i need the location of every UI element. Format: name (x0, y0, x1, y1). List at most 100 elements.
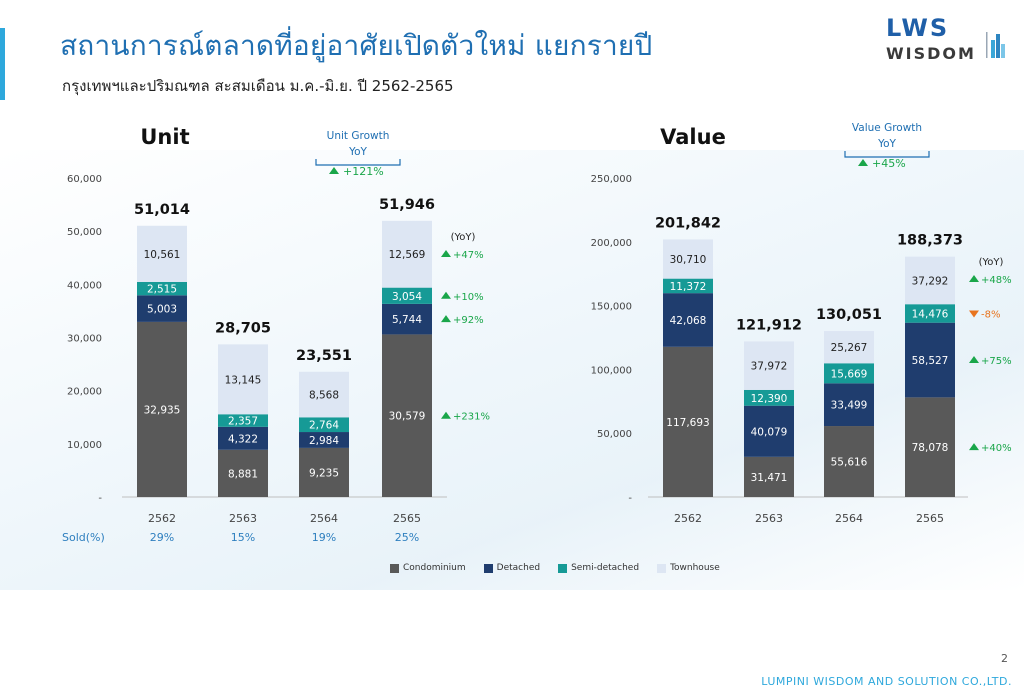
chart-unit-bar-townhouse-2565 (382, 220, 432, 288)
chart-value-bar-semi-detached-2563 (744, 389, 794, 406)
legend-label-condominium: Condominium (403, 563, 466, 573)
page-title: สถานการณ์ตลาดที่อยู่อาศัยเปิดตัวใหม่ แยก… (60, 29, 653, 62)
footer-company-name: LUMPINI WISDOM AND SOLUTION CO.,LTD. (761, 675, 1012, 688)
chart-unit-x-tick: 2562 (148, 512, 176, 525)
chart-unit-total-label: 23,551 (296, 348, 352, 364)
chart-unit-growth-arrow-icon (329, 167, 339, 174)
chart-value-yoy-arrow-icon (969, 356, 979, 364)
chart-value-yoy-arrow-icon (969, 310, 979, 318)
chart-value-growth-arrow-icon (858, 159, 868, 166)
chart-unit-x-tick: 2565 (393, 512, 421, 525)
chart-unit-data-label: 2,984 (309, 435, 339, 447)
chart-value-bar-detached-2562 (663, 293, 713, 347)
chart-value-growth-bracket (844, 151, 930, 158)
chart-value-y-tick: 50,000 (597, 429, 632, 440)
chart-value-data-label: 14,476 (912, 308, 949, 320)
chart-unit-yoy-arrow-icon (441, 291, 451, 299)
chart-unit-bar-detached-2565 (382, 303, 432, 335)
chart-value-yoy-arrow-icon (969, 443, 979, 451)
chart-unit-sold-label: Sold(%) (62, 531, 105, 544)
chart-value-data-label: 25,267 (831, 342, 868, 354)
page-subtitle: กรุงเทพฯและปริมณฑล สะสมเดือน ม.ค.-มิ.ย. … (62, 77, 454, 95)
chart-unit-data-label: 3,054 (392, 291, 422, 303)
chart-value-bar-semi-detached-2562 (663, 278, 713, 294)
chart-value-total-label: 188,373 (897, 233, 963, 249)
legend-item-semi-detached: Semi-detached (558, 563, 639, 573)
chart-unit-y-tick: 60,000 (67, 174, 102, 185)
chart-value-data-label: 58,527 (912, 355, 949, 367)
chart-value-y-tick: 200,000 (591, 238, 632, 249)
chart-unit-yoy-arrow-icon (441, 250, 451, 257)
chart-value-bar-townhouse-2563 (744, 341, 794, 390)
chart-value-data-label: 37,972 (751, 361, 788, 373)
chart-value-bar-detached-2564 (824, 383, 874, 427)
chart-unit-data-label: 12,569 (389, 249, 426, 261)
chart-value-bar-condominium-2562 (663, 346, 713, 497)
chart-value-yoy-value-townhouse: +48% (981, 275, 1012, 286)
chart-value-data-label: 30,710 (670, 254, 707, 266)
legend-swatch-semi-detached (558, 563, 568, 573)
chart-value-x-tick: 2565 (916, 512, 944, 525)
chart-value-title: Value (660, 125, 726, 149)
chart-value-x-tick: 2563 (755, 512, 783, 525)
chart-value-bar-townhouse-2564 (824, 331, 874, 364)
chart-unit-yoy-arrow-icon (441, 315, 451, 323)
chart-unit-title: Unit (140, 125, 189, 149)
chart-unit-total-label: 28,705 (215, 320, 271, 336)
chart-unit-total-label: 51,946 (379, 197, 435, 213)
building-icon (986, 32, 1005, 58)
chart-value-yoy-value-condominium: +40% (981, 443, 1012, 454)
chart-unit-yoy-value-detached: +92% (453, 315, 484, 326)
chart-unit-sold-value: 19% (312, 531, 336, 544)
logo-main-text: LWS (886, 14, 950, 42)
chart-unit-y-tick: - (98, 493, 102, 504)
chart-unit-bar-townhouse-2562 (137, 225, 187, 282)
chart-value-bar-condominium-2564 (824, 426, 874, 497)
chart-unit-bar-condominium-2565 (382, 334, 432, 497)
chart-unit-sold-value: 29% (150, 531, 174, 544)
chart-unit-y-tick: 20,000 (67, 387, 102, 398)
chart-value-bar-townhouse-2565 (905, 256, 955, 305)
chart-value-data-label: 55,616 (831, 457, 868, 469)
chart-value-bar-condominium-2563 (744, 456, 794, 497)
chart-unit-x-tick: 2564 (310, 512, 338, 525)
chart-unit-sold-value: 25% (395, 531, 419, 544)
chart-unit-y-tick: 10,000 (67, 440, 102, 451)
chart-value-bar-semi-detached-2564 (824, 363, 874, 384)
chart-value-bar-condominium-2565 (905, 397, 955, 497)
chart-unit-bar-condominium-2564 (299, 447, 349, 497)
company-logo: LWS WISDOM (886, 14, 1006, 70)
chart-unit-growth-value: +121% (343, 165, 384, 178)
legend-swatch-condominium (390, 563, 399, 573)
chart-value-data-label: 40,079 (751, 426, 788, 438)
chart-unit-y-tick: 40,000 (67, 280, 102, 291)
chart-unit-data-label: 8,568 (309, 390, 339, 402)
chart-unit-total-label: 51,014 (134, 202, 190, 218)
chart-unit-data-label: 2,764 (309, 420, 339, 432)
chart-unit-yoy-value-condominium: +231% (453, 412, 490, 423)
chart-unit-data-label: 4,322 (228, 433, 258, 445)
chart-unit-bar-townhouse-2564 (299, 371, 349, 418)
chart-unit-yoy-value-townhouse: +47% (453, 250, 484, 261)
chart-unit-data-label: 10,561 (144, 249, 181, 261)
chart-unit-data-label: 2,357 (228, 416, 258, 428)
chart-value-bar-townhouse-2562 (663, 239, 713, 279)
chart-unit-data-label: 13,145 (225, 374, 262, 386)
chart-value-total-label: 121,912 (736, 317, 802, 333)
legend-item-condominium: Condominium (390, 563, 466, 573)
chart-unit-yoy-header: (YoY) (451, 232, 476, 243)
chart-unit-yoy-value-semi-detached: +10% (453, 292, 484, 303)
chart-unit-data-label: 2,515 (147, 284, 177, 296)
chart-unit-bar-condominium-2563 (218, 449, 268, 497)
chart-unit-bar-detached-2563 (218, 426, 268, 450)
chart-value-yoy-value-semi-detached: -8% (981, 309, 1000, 320)
chart-value-data-label: 31,471 (751, 472, 788, 484)
legend-item-townhouse: Townhouse (657, 563, 720, 573)
chart-value-data-label: 15,669 (831, 368, 868, 380)
chart-unit-bar-townhouse-2563 (218, 344, 268, 415)
chart-value-data-label: 33,499 (831, 400, 868, 412)
legend-label-townhouse: Townhouse (670, 563, 720, 573)
chart-unit-bar-detached-2564 (299, 432, 349, 448)
chart-unit-bar-semi-detached-2565 (382, 287, 432, 304)
chart-unit-bar-detached-2562 (137, 295, 187, 322)
